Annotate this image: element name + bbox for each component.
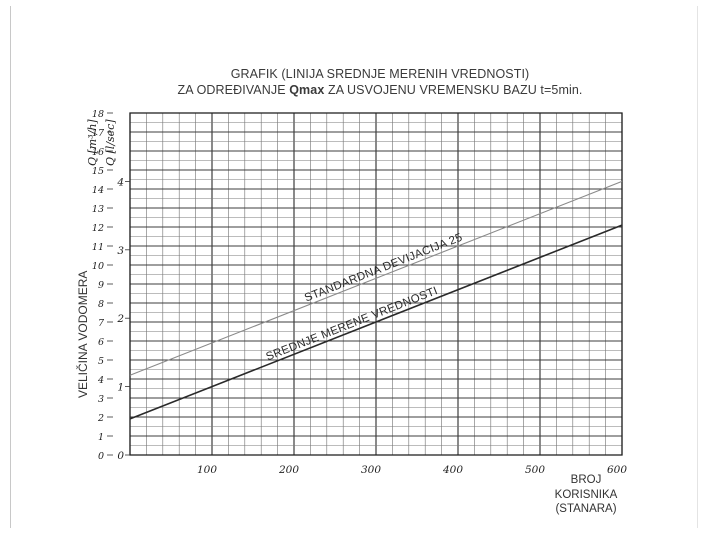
y-tick-m3h: 12: [92, 223, 104, 234]
y-tick-lsec: 3: [117, 245, 124, 257]
series-line-mean: [129, 224, 623, 420]
y-axis-label: VELIČINA VODOMERA: [76, 270, 90, 398]
y-unit-lsec-label: Q [l/sec]: [104, 119, 117, 166]
title-suffix: ZA USVOJENU VREMENSKU BAZU t=5min.: [324, 83, 583, 97]
y-tick-m3h: 14: [92, 185, 104, 196]
y-tick-m3h: 0: [98, 451, 104, 462]
y-tick-m3h: 15: [92, 166, 104, 177]
y-tick-lsec: 2: [116, 313, 124, 325]
y-tick-m3h: 16: [92, 147, 104, 158]
x-axis-label-line1: BROJ: [570, 474, 602, 486]
x-tick-label: 100: [197, 464, 217, 476]
title-qmax: Qmax: [289, 83, 325, 97]
y-tick-lsec: 0: [117, 450, 124, 462]
grid-layer: [129, 112, 623, 456]
y-tick-m3h: 11: [92, 242, 104, 253]
y-tick-lsec: 4: [116, 176, 124, 188]
plot-frame: [129, 112, 623, 456]
chart-title-line2: ZA ODREĐIVANJE Qmax ZA USVOJENU VREMENSK…: [120, 83, 640, 97]
page-frame: [10, 6, 698, 528]
tick-layer: 100 200 300 400 500 6000123456789101112131415…: [92, 109, 627, 476]
y-tick-m3h: 8: [98, 299, 104, 310]
y-tick-m3h: 2: [97, 413, 104, 424]
y-tick-m3h: 17: [92, 128, 105, 139]
y-tick-m3h: 9: [98, 280, 104, 291]
y-unit-m3h-label: Q [m³/h]: [86, 119, 99, 166]
y-tick-m3h: 10: [92, 261, 104, 272]
x-tick-label: 300: [361, 464, 381, 476]
x-tick-label: 500: [525, 464, 545, 476]
y-tick-m3h: 4: [97, 375, 104, 386]
y-tick-m3h: 7: [98, 318, 105, 329]
x-axis-label-line3: (STANARA): [555, 503, 617, 515]
y-tick-m3h: 6: [98, 337, 104, 348]
series-line-std-dev: [129, 180, 623, 376]
y-tick-m3h: 5: [98, 356, 104, 367]
y-tick-m3h: 1: [98, 432, 104, 443]
x-tick-label: 400: [442, 464, 463, 476]
axis-layer: [129, 112, 623, 456]
title-prefix: ZA ODREĐIVANJE: [177, 83, 290, 97]
chart-title-line1: GRAFIK (LINIJA SREDNJE MERENIH VREDNOSTI…: [230, 67, 530, 81]
y-tick-m3h: 13: [92, 204, 104, 215]
y-tick-m3h: 3: [98, 394, 104, 405]
series-label-mean: SREDNJE MERENE VREDNOSTI: [264, 285, 439, 363]
y-tick-lsec: 1: [117, 382, 124, 394]
y-tick-m3h: 18: [92, 109, 104, 120]
x-tick-label: 600: [607, 464, 627, 476]
x-axis-label-line2: KORISNIKA: [554, 489, 618, 501]
x-tick-label: 200: [278, 464, 299, 476]
